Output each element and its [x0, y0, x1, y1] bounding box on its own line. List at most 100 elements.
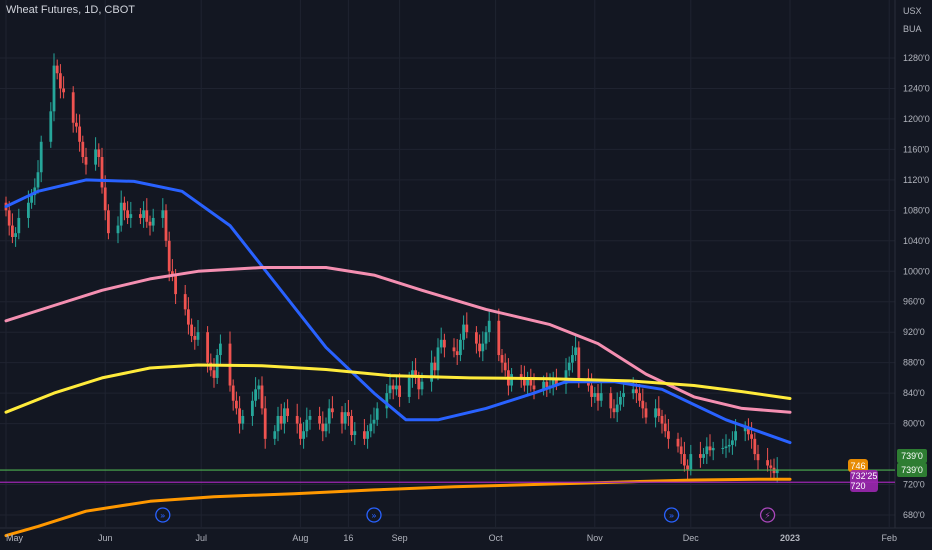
- y-tick-label: 1000'0: [903, 266, 930, 276]
- price-axis[interactable]: 1280'0 1240'0 1200'0 1160'0 1120'0 1080'0 1040…: [903, 6, 930, 520]
- candle-body: [679, 446, 683, 455]
- candle-body: [103, 187, 107, 211]
- candle-body: [139, 214, 142, 218]
- candle-body: [641, 400, 645, 409]
- price-tag: [897, 449, 927, 464]
- candle-body: [238, 408, 241, 424]
- x-tick-label: Oct: [489, 533, 504, 543]
- candle-body: [523, 377, 526, 386]
- candle-body: [183, 294, 187, 310]
- candle-body: [84, 157, 88, 165]
- candle-body: [286, 408, 289, 416]
- candle-body: [743, 427, 747, 432]
- candle-body: [593, 393, 597, 397]
- candle-body: [263, 408, 267, 439]
- candle-body: [148, 221, 152, 226]
- candle-body: [750, 434, 753, 439]
- overlay-label-text: 720: [850, 481, 865, 491]
- candle-body: [174, 275, 177, 295]
- candle-body: [577, 347, 581, 378]
- x-tick-label: Jun: [98, 533, 113, 543]
- candle-body: [385, 393, 389, 409]
- candle-body: [500, 355, 504, 363]
- candle-body: [484, 332, 488, 344]
- candle-body: [49, 111, 53, 142]
- candle-body: [660, 415, 664, 424]
- candle-body: [299, 423, 302, 439]
- candle-body: [663, 423, 667, 432]
- candle-body: [398, 385, 401, 397]
- candle-body: [545, 381, 549, 388]
- candle-body: [30, 195, 33, 203]
- candle-body: [331, 408, 334, 413]
- candle-body: [254, 389, 257, 401]
- moving-average-line: [4, 363, 792, 414]
- candle-body: [369, 423, 373, 432]
- candle-body: [564, 370, 568, 384]
- x-tick-label: 16: [343, 533, 353, 543]
- currency-label: USX: [903, 6, 922, 16]
- candle-body: [590, 385, 593, 397]
- candle-body: [775, 469, 779, 474]
- x-tick-label: Sep: [392, 533, 408, 543]
- candle-body: [465, 324, 469, 333]
- event-glyph: »: [371, 512, 377, 522]
- candle-body: [599, 393, 603, 401]
- candle-body: [36, 172, 40, 188]
- candle-body: [75, 122, 78, 127]
- lightning-icon: [759, 507, 776, 523]
- y-tick-label: 1280'0: [903, 53, 930, 63]
- candle-body: [420, 381, 424, 390]
- candle-body: [436, 347, 440, 371]
- candle-body: [676, 438, 680, 447]
- candle-body: [567, 362, 571, 371]
- candle-body: [318, 415, 321, 424]
- y-tick-label: 960'0: [903, 297, 925, 307]
- candle-body: [452, 347, 456, 352]
- candle-body: [526, 377, 529, 386]
- candle-body: [62, 88, 65, 93]
- candle-body: [769, 465, 773, 468]
- candle-body: [327, 408, 331, 424]
- candle-body: [295, 415, 299, 424]
- candle-body: [542, 381, 545, 390]
- y-tick-label: 1040'0: [903, 236, 930, 246]
- candle-body: [14, 233, 17, 237]
- candles: [4, 53, 779, 484]
- candle-body: [123, 202, 126, 211]
- candle-body: [59, 73, 62, 89]
- candle-body: [78, 126, 81, 142]
- candle-body: [721, 447, 725, 449]
- moving-averages: [4, 178, 792, 538]
- y-tick-label: 1200'0: [903, 114, 930, 124]
- overlay-label-text: 732'25: [851, 471, 878, 481]
- candle-body: [551, 377, 555, 386]
- candle-body: [388, 385, 392, 394]
- candle-body: [753, 438, 757, 455]
- candle-body: [366, 431, 369, 439]
- x-tick-label: 2023: [780, 533, 800, 543]
- candle-body: [97, 149, 101, 158]
- candle-body: [52, 65, 56, 112]
- candle-body: [519, 374, 523, 378]
- x-tick-label: May: [6, 533, 24, 543]
- candle-body: [615, 404, 619, 413]
- candle-body: [430, 362, 433, 382]
- candle-body: [411, 370, 414, 378]
- x-tick-label: Feb: [881, 533, 897, 543]
- candle-body: [190, 324, 193, 337]
- split-icon: [663, 507, 680, 523]
- candle-body: [727, 444, 731, 447]
- candle-body: [699, 454, 702, 458]
- candle-body: [321, 423, 325, 432]
- candle-body: [353, 431, 357, 436]
- y-tick-label: 720'0: [903, 480, 925, 490]
- candle-body: [219, 343, 222, 356]
- candle-body: [609, 393, 613, 409]
- grid: [0, 0, 932, 529]
- candle-body: [324, 423, 328, 432]
- candle-body: [724, 446, 728, 448]
- time-axis[interactable]: May Jun Jul Aug 16 Sep Oct Nov Dec 2023 Feb: [6, 533, 897, 543]
